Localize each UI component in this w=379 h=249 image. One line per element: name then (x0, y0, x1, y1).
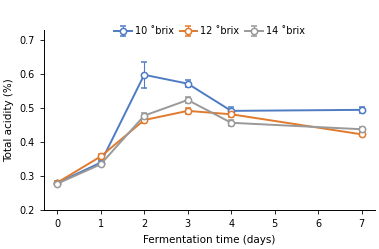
Legend: 10 ˚brix, 12 ˚brix, 14 ˚brix: 10 ˚brix, 12 ˚brix, 14 ˚brix (114, 26, 304, 36)
Y-axis label: Total acidity (%): Total acidity (%) (4, 78, 14, 162)
X-axis label: Fermentation time (days): Fermentation time (days) (143, 235, 276, 245)
